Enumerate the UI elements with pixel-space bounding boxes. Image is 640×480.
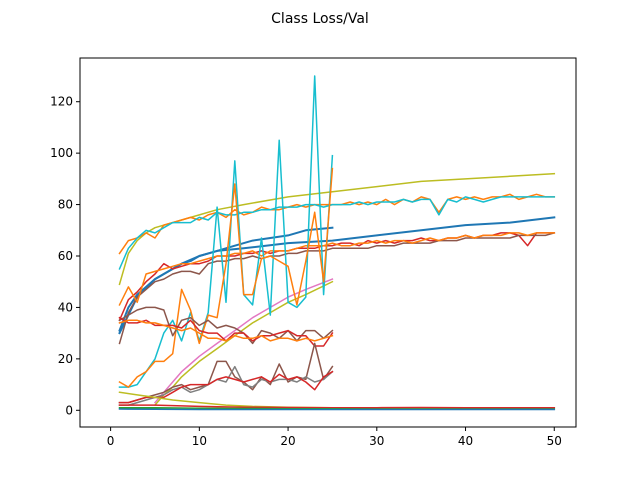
y-tick-label: 0	[65, 403, 73, 417]
y-tick-label: 20	[58, 352, 73, 366]
series-line-11	[118, 75, 334, 388]
series-line-8	[118, 232, 556, 306]
x-tick-label: 0	[107, 434, 115, 448]
axes-frame-border	[79, 57, 577, 428]
y-axis: 0 20 40 60 80 100 120	[50, 95, 80, 417]
x-tick-label: 50	[547, 434, 562, 448]
x-tick-label: 20	[280, 434, 295, 448]
series-line-7	[118, 231, 556, 345]
y-tick-label: 100	[50, 146, 73, 160]
series-line-4	[118, 226, 334, 332]
series-line-15	[118, 319, 334, 342]
series-line-1	[118, 172, 556, 286]
series-line-5	[118, 216, 556, 335]
y-tick-label: 80	[58, 198, 73, 212]
axes-frame	[79, 57, 577, 428]
x-tick-label: 10	[192, 434, 207, 448]
chart-title: Class Loss/Val	[271, 11, 369, 27]
y-tick-label: 40	[58, 300, 73, 314]
y-tick-label: 60	[58, 249, 73, 263]
x-axis: 0 10 20 30 40 50	[107, 427, 562, 448]
y-tick-label: 120	[50, 95, 73, 109]
series-line-22	[118, 408, 556, 411]
series-line-20	[118, 404, 556, 409]
series-line-3	[118, 196, 556, 270]
series-layer	[118, 75, 556, 411]
series-line-12	[118, 167, 334, 388]
x-tick-label: 30	[369, 434, 384, 448]
x-tick-label: 40	[458, 434, 473, 448]
